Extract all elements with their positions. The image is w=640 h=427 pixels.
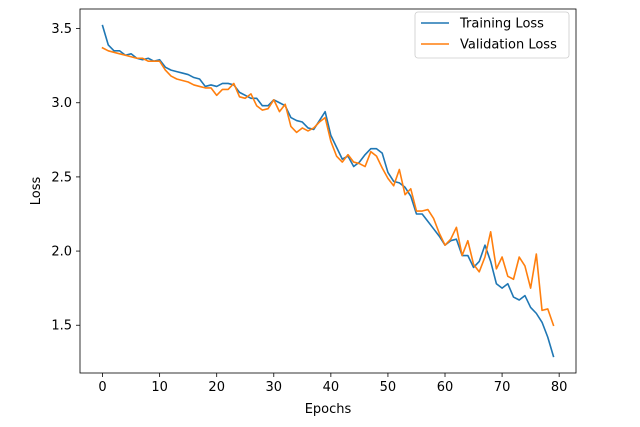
legend-box [414,11,570,59]
legend-label-training: Training Loss [459,17,544,32]
plot-frame [79,8,577,374]
x-tick-label: 30 [266,380,283,395]
legend-label-validation: Validation Loss [460,38,557,53]
series-line-validation-loss [101,46,555,327]
x-tick-label: 80 [551,380,568,395]
x-tick-label: 40 [323,380,340,395]
x-tick-label: 0 [98,380,106,395]
y-tick-label: 2.0 [51,245,72,260]
x-axis-label: Epochs [305,402,352,417]
x-tick-label: 50 [380,380,397,395]
y-axis-ticks: 1.5 2.0 2.5 3.0 3.5 [51,22,80,334]
x-tick-label: 10 [151,380,168,395]
series-line-training-loss [101,24,555,358]
legend: Training Loss Validation Loss [414,11,570,59]
y-tick-label: 3.5 [51,22,72,37]
x-axis-ticks: 0 10 20 30 40 50 60 70 80 [98,373,567,395]
y-tick-label: 2.5 [51,170,72,185]
x-tick-label: 20 [208,380,225,395]
y-tick-label: 3.0 [51,96,72,111]
y-axis-label: Loss [29,177,44,206]
x-tick-label: 60 [437,380,454,395]
plot-lines [101,24,555,358]
x-tick-label: 70 [494,380,511,395]
y-tick-label: 1.5 [51,319,72,334]
